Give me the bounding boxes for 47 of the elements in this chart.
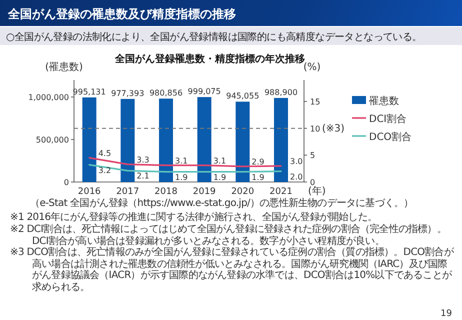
data-label: 3.0 xyxy=(290,156,303,166)
legend-label: DCI割合 xyxy=(369,113,407,125)
line-series xyxy=(88,164,282,173)
data-label: 2.1 xyxy=(136,172,150,181)
data-label: 988,900 xyxy=(264,88,298,97)
data-label: 3.2 xyxy=(98,166,112,175)
data-label: 1.9 xyxy=(252,172,264,182)
x-tick-label: 2020 xyxy=(231,187,254,197)
x-tick-label: 2017 xyxy=(116,187,140,197)
y2-tick-label: 0 xyxy=(310,178,316,187)
y2-tick-label: 10 xyxy=(310,124,320,134)
data-label: 2.0 xyxy=(290,172,303,182)
data-label: 4.5 xyxy=(98,148,112,158)
x-tick-label: 2019 xyxy=(192,187,216,197)
x-tick-label: 2021 xyxy=(270,187,292,197)
legend-label: 罹患数 xyxy=(368,95,399,107)
x-tick-label: 2018 xyxy=(154,187,178,197)
text: ※2 DCI割合は、死亡情報によってはじめて全国がん登録に登録された症例の割合（完全性の指標）。DCI割合が高い場合は登録漏れが多いとみなされる。数字が小さい程精度が良い。 xyxy=(10,224,448,246)
legend-label: DCO割合 xyxy=(369,131,412,143)
data-label: 977,393 xyxy=(111,88,144,98)
y-tick-label: 500,000 xyxy=(36,136,69,144)
x-axis-title: (年) xyxy=(308,185,326,197)
y2-tick-label: 5 xyxy=(310,151,316,160)
text: ※3 DCO割合は、死亡情報のみが全国がん登録に登録されている症例の割合（質の指標）。DCO割合が高い場合は計測された罹患数の信頼性が低いとみなされる。国際がん研究機関（IARC）及び国際がん登録協議会（IACR）が示す国際的ながん登録の水準では、DCO割合は10%以下であることが求められる。 xyxy=(10,247,454,293)
data-label: 3.3 xyxy=(136,155,150,164)
data-label: 999,075 xyxy=(188,87,221,96)
ref-line-label: (※3) xyxy=(322,123,345,134)
data-label: 3.1 xyxy=(213,156,226,166)
y2-tick-label: 15 xyxy=(310,97,320,106)
y-tick-label: 0 xyxy=(64,178,69,187)
chart-title: 全国がん登録の罹患数及び精度指標の推移 xyxy=(8,6,236,23)
data-label: 3.1 xyxy=(175,156,188,166)
text: 全国がん登録罹患数・精度指標の年次推移 xyxy=(114,53,305,65)
data-label: 1.9 xyxy=(213,172,226,182)
text: 19 xyxy=(440,309,452,319)
text: （e-Stat 全国がん登録（https://www.e-stat.go.jp/）の悪性新生物のデータに基づく。） xyxy=(30,198,414,210)
y2-axis-title: (%) xyxy=(303,62,321,73)
data-label: 1.9 xyxy=(175,172,188,182)
data-label: 2.9 xyxy=(252,157,264,166)
chart-subtitle: ○全国がん登録の法制化により、全国がん登録情報は国際的にも高精度なデータとなっている。 xyxy=(6,30,422,44)
data-label: 945,055 xyxy=(226,92,260,101)
x-tick-label: 2016 xyxy=(78,187,102,197)
y-axis-title: (罹患数) xyxy=(45,61,83,73)
data-label: 980,856 xyxy=(149,88,183,98)
line-series xyxy=(88,157,282,168)
text: ※1 2016年にがん登録等の推進に関する法律が施行され、全国がん登録が開始した。 xyxy=(10,212,378,224)
y-tick-label: 1,000,000 xyxy=(28,93,69,102)
